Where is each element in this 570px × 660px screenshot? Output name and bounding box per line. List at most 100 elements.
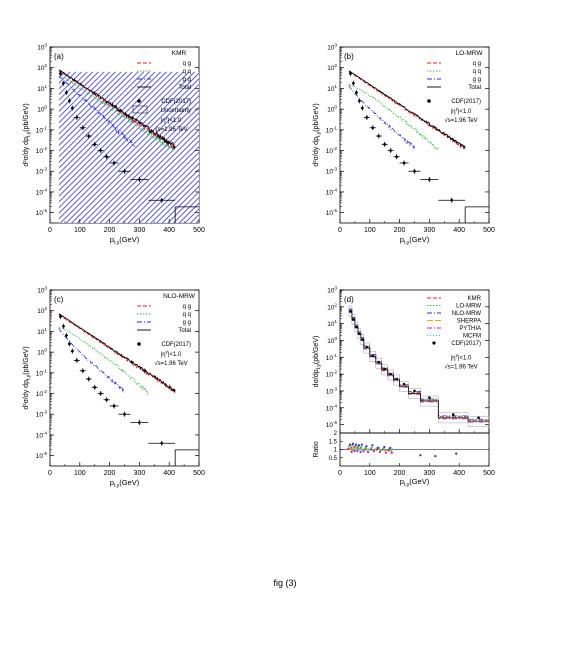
y-tick-exponent: -4 xyxy=(333,403,337,408)
y-tick-label: 102 xyxy=(37,306,47,315)
x-tick-label: 200 xyxy=(394,227,406,234)
series-line-qg xyxy=(58,314,176,394)
cdf-point xyxy=(389,149,392,152)
cdf-point xyxy=(59,315,62,318)
ratio-point-qg xyxy=(369,448,372,451)
x-axis-label-sub: t,γ xyxy=(114,483,120,489)
y-tick-label: 10-3 xyxy=(36,167,48,176)
cdf-point xyxy=(112,161,116,165)
legend-title: LO-MRW xyxy=(456,50,484,57)
x-tick-label: 0 xyxy=(48,470,52,477)
y-tick-label: 10-1 xyxy=(36,125,48,134)
cdf-point xyxy=(365,345,369,349)
ratio-point-mcfm xyxy=(391,448,394,451)
y-tick-exponent: -1 xyxy=(43,125,47,130)
y-tick-label: 10-4 xyxy=(326,403,338,412)
x-tick-label: 300 xyxy=(134,470,146,477)
ratio-point-qq xyxy=(370,446,373,449)
cdf-point xyxy=(355,325,358,329)
y-tick-label: 10-2 xyxy=(36,389,48,398)
y-tick-exponent: -5 xyxy=(333,420,337,425)
y-tick-exponent: -3 xyxy=(43,167,47,172)
series-line-gg xyxy=(58,76,135,148)
y-tick-label: 10-2 xyxy=(326,146,338,155)
cdf-point xyxy=(123,169,126,173)
legend-swatch-hatch xyxy=(132,105,148,114)
ratio-point-gg xyxy=(383,445,386,449)
y-tick-exponent: 1 xyxy=(44,327,47,332)
y-tick-exponent: 2 xyxy=(44,63,47,68)
ratio-point-pythia xyxy=(366,450,370,454)
cdf-point xyxy=(413,389,416,393)
y-tick-label: 10-2 xyxy=(326,370,338,379)
y-tick-exponent: 0 xyxy=(44,348,47,353)
y-axis-label: dσ/dpt,γ(pb/GeV) xyxy=(313,336,322,388)
ratio-y-tick-label: 1.5 xyxy=(329,439,338,445)
legend-label: LO-MRW xyxy=(456,304,481,310)
x-tick-label: 500 xyxy=(193,470,205,477)
legend-marker-point xyxy=(427,99,431,103)
note-eta-sup: γ xyxy=(456,106,459,111)
cdf-point xyxy=(62,324,65,328)
ratio-point-pythia xyxy=(372,450,376,453)
x-tick-label: 300 xyxy=(424,227,436,234)
ratio-point-gg xyxy=(357,444,361,447)
ratio-point-qq xyxy=(351,444,354,447)
y-tick-exponent: -1 xyxy=(333,353,337,358)
ratio-point-sherpa xyxy=(384,449,387,452)
series-line-qg xyxy=(348,71,466,150)
y-tick-label: 10-3 xyxy=(326,386,338,395)
step-line-total xyxy=(348,310,489,422)
cdf-point xyxy=(358,99,361,103)
x-tick-label: 0 xyxy=(48,227,52,234)
series-line-total xyxy=(348,70,466,151)
y-tick-exponent: -4 xyxy=(43,187,47,192)
ratio-point-mcfm xyxy=(363,449,366,452)
series-line-total xyxy=(58,313,176,393)
y-tick-label: 101 xyxy=(37,327,47,336)
x-tick-label: 400 xyxy=(163,227,175,234)
cdf-point xyxy=(349,72,352,75)
legend-label: Total xyxy=(468,85,481,91)
ratio-y-tick-label: 2 xyxy=(334,431,338,437)
y-tick-label: 100 xyxy=(37,105,47,114)
ratio-point-extra xyxy=(419,454,422,457)
cdf-point xyxy=(65,91,68,94)
x-tick-label: 200 xyxy=(104,227,116,234)
y-tick-label: 103 xyxy=(37,43,47,52)
cdf-point xyxy=(68,99,71,103)
y-tick-exponent: -3 xyxy=(333,167,337,172)
series-line-gg xyxy=(58,327,125,393)
ratio-point-gg xyxy=(365,445,368,448)
y-axis-label-sub: t,γ xyxy=(26,131,32,137)
x-axis-label-sub: t,γ xyxy=(114,240,120,246)
y-tick-label: 103 xyxy=(327,286,337,295)
cdf-point xyxy=(62,81,65,85)
x-axis-label-sub: t,γ xyxy=(404,482,410,488)
cdf-point xyxy=(428,396,431,399)
cdf-point xyxy=(361,106,364,110)
legend-label: g g xyxy=(473,77,481,83)
y-tick-label: 10-1 xyxy=(326,353,338,362)
legend-label: CDF(2017) xyxy=(161,99,191,105)
y-tick-label: 102 xyxy=(37,63,47,72)
y-axis-label: d²σ/dy dpt,γ(pb/GeV) xyxy=(313,103,322,166)
cdf-point xyxy=(75,116,79,119)
legend-label: MCFM xyxy=(463,334,481,340)
panel-label: (c) xyxy=(54,295,64,304)
y-tick-exponent: 2 xyxy=(334,63,337,68)
ratio-point-pythia xyxy=(356,450,359,453)
legend-title: KMR xyxy=(172,50,187,57)
x-tick-label: 500 xyxy=(193,227,205,234)
plot-frame xyxy=(339,46,490,224)
cdf-point xyxy=(358,332,361,336)
x-axis-label: pt,γ(GeV) xyxy=(110,478,140,489)
note-eta-cut: |ηγ|<1.0 xyxy=(161,115,182,124)
y-axis-label-sub: t,γ xyxy=(26,374,32,380)
y-axis-label: d²σ/dy dpt,γ(pb/GeV) xyxy=(23,103,32,166)
y-tick-exponent: -2 xyxy=(333,146,337,151)
cdf-point xyxy=(413,169,416,173)
legend-label: NLO-MRW xyxy=(452,311,482,317)
